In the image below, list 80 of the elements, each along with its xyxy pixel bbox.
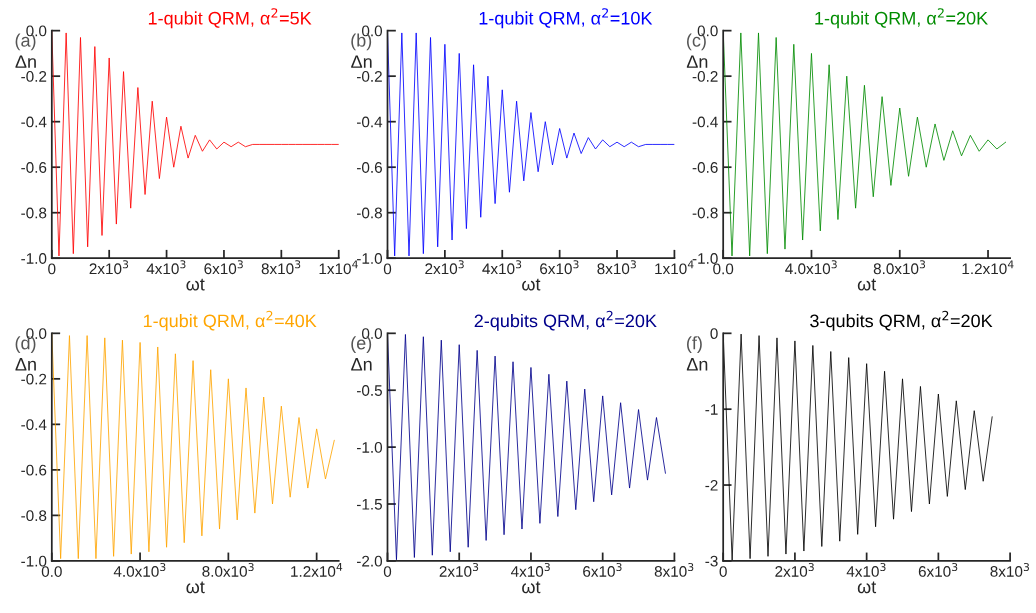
line-series	[51, 30, 339, 257]
x-tick-label: 4x10$^{3}$	[510, 562, 550, 577]
x-tick-label: 0	[48, 263, 56, 275]
y-tick-label: -1.5	[356, 499, 382, 510]
x-tick-label: 1x10$^{4}$	[319, 260, 358, 275]
y-tick-label: -1.0	[21, 253, 47, 264]
x-tick-label: 0	[383, 566, 392, 577]
chart-title: 1-qubit QRM, α$^{2}$=5K	[148, 8, 312, 29]
x-tick-label: 0	[719, 566, 727, 577]
x-tick-label: 4.0x10$^{3}$	[785, 260, 837, 275]
x-tick-label: 1x10$^{4}$	[655, 260, 694, 275]
y-tick-label: -0.4	[21, 116, 47, 128]
x-tick-label: 4x10$^{3}$	[146, 260, 186, 275]
y-tick-label: 0	[710, 328, 718, 340]
chart-title: 1-qubit QRM, α$^{2}$=40K	[143, 310, 317, 331]
x-tick-label: 6x10$^{3}$	[918, 562, 958, 577]
y-tick-label: -0.4	[356, 116, 383, 128]
y-tick-label: -0.4	[692, 116, 718, 128]
chart-title: 1-qubit QRM, α$^{2}$=20K	[815, 8, 988, 29]
x-axis-title: ωt	[857, 581, 877, 594]
text: (f)	[687, 336, 702, 353]
y-tick-label: -0.8	[21, 207, 47, 219]
x-axis-title: ωt	[522, 581, 541, 594]
y-tick-label: -2	[705, 479, 718, 491]
y-axis-title: Δn	[351, 358, 372, 371]
x-tick-label: 4.0x10$^{3}$	[113, 562, 166, 577]
x-tick-label: 2x10$^{3}$	[425, 260, 464, 275]
y-tick-label: -1.0	[356, 253, 383, 264]
line-series	[387, 30, 675, 257]
x-tick-label: 2x10$^{3}$	[439, 562, 479, 577]
x-tick-label: 8.0x10$^{3}$	[202, 562, 254, 577]
y-tick-label: -0.6	[692, 162, 718, 173]
x-tick-label: 6x10$^{3}$	[583, 562, 622, 577]
y-tick-label: -0.4	[21, 419, 47, 431]
x-axis-title: ωt	[186, 581, 205, 594]
y-tick-label: -0.2	[692, 71, 718, 82]
y-tick-label: -0.2	[21, 71, 47, 82]
x-tick-label: 2x10$^{3}$	[89, 260, 129, 275]
x-tick-label: 8x10$^{3}$	[597, 260, 636, 275]
y-axis-title: Δn	[351, 55, 372, 68]
x-tick-label: 0	[383, 263, 392, 275]
y-tick-label: -0.5	[356, 385, 382, 396]
x-axis-title: ωt	[186, 278, 205, 291]
y-tick-label: -0.6	[21, 464, 47, 476]
y-tick-label: -0.2	[21, 373, 47, 385]
y-tick-label: -0.8	[692, 207, 718, 219]
y-axis-title: Δn	[15, 358, 36, 371]
y-axis-title: Δn	[686, 55, 708, 68]
x-axis-title: ωt	[522, 278, 541, 291]
x-tick-label: 4x10$^{3}$	[846, 562, 886, 577]
y-tick-label: -0.6	[356, 162, 382, 173]
x-tick-label: 0.0	[713, 263, 734, 275]
y-tick-label: -0.2	[356, 71, 382, 82]
x-tick-label: 8x10$^{3}$	[990, 562, 1029, 577]
y-tick-label: -1.0	[356, 441, 383, 453]
x-tick-label: 4x10$^{3}$	[482, 260, 522, 275]
x-tick-label: 8x10$^{3}$	[654, 562, 694, 577]
y-tick-label: -0.8	[356, 207, 382, 219]
chart-title: 2-qubits QRM, α$^{2}$=20K	[474, 310, 657, 331]
y-tick-label: -0.8	[21, 510, 47, 522]
y-tick-label: -3	[705, 555, 718, 567]
x-tick-label: 1.2x10$^{4}$	[962, 260, 1014, 275]
x-tick-label: 8.0x10$^{3}$	[873, 260, 926, 275]
chart-title: 1-qubit QRM, α$^{2}$=10K	[479, 8, 653, 29]
y-tick-label: -1.0	[21, 555, 47, 567]
x-tick-label: 8x10$^{3}$	[261, 260, 301, 275]
y-tick-label: -2.0	[356, 555, 383, 567]
x-tick-label: 1.2x10$^{4}$	[291, 563, 343, 577]
y-axis-title: Δn	[15, 55, 36, 68]
line-series	[723, 30, 1007, 257]
y-tick-label: -0.6	[21, 162, 47, 173]
y-tick-label: -1	[705, 404, 718, 415]
x-tick-label: 6x10$^{3}$	[204, 260, 243, 275]
x-tick-label: 0.0	[41, 566, 62, 577]
x-tick-label: 6x10$^{3}$	[540, 260, 579, 275]
y-tick-label: -1.0	[692, 253, 718, 264]
chart-title: 3-qubits QRM, α$^{2}$=20K	[810, 310, 993, 331]
y-axis-title: Δn	[686, 358, 708, 371]
x-tick-label: 2x10$^{3}$	[775, 562, 814, 577]
x-axis-title: ωt	[857, 278, 877, 291]
